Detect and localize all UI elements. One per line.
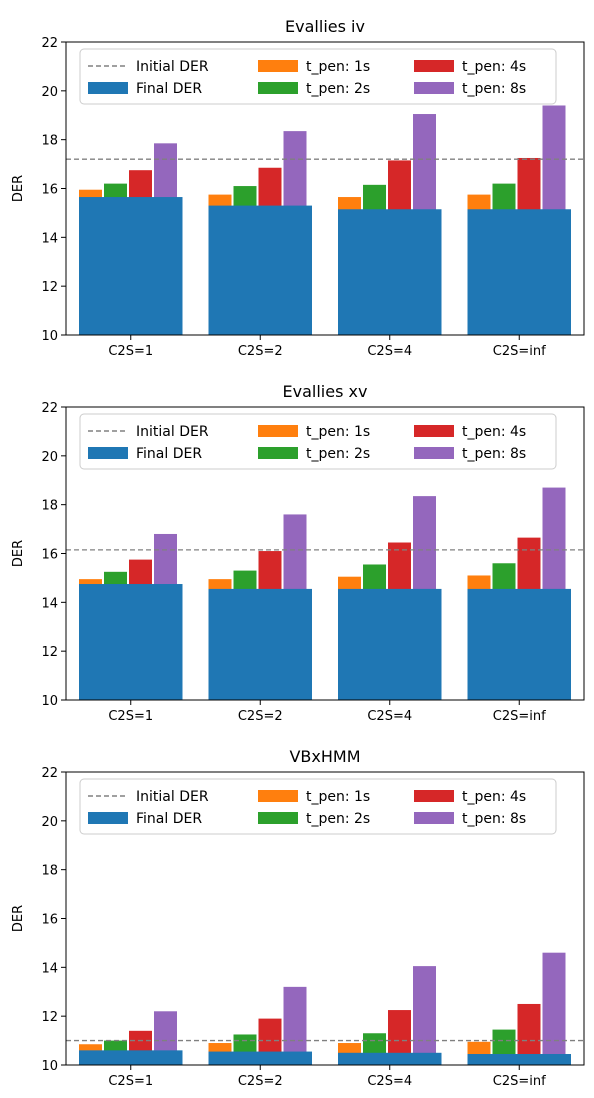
x-tick-label: C2S=2	[238, 344, 283, 359]
bar-t-pen-8s	[542, 952, 566, 1065]
y-tick-label: 12	[41, 280, 58, 295]
y-tick-label: 22	[41, 36, 58, 51]
y-tick-label: 12	[41, 1010, 58, 1025]
legend-label: t_pen: 8s	[462, 81, 526, 97]
legend-swatch	[258, 447, 298, 459]
legend-swatch	[258, 82, 298, 94]
y-axis-label: DER	[11, 905, 26, 932]
legend-swatch	[414, 812, 454, 824]
y-tick-label: 20	[41, 450, 58, 465]
chart-panel-1: Evallies iv DER 10 12 14 16 18 20 22 C2S=1 C2S=2 C2…	[11, 17, 585, 359]
legend-label: Final DER	[136, 811, 202, 827]
legend-label: t_pen: 2s	[306, 81, 370, 97]
x-tick-label: C2S=1	[108, 709, 153, 724]
x-tick-label: C2S=inf	[493, 709, 546, 724]
legend-label: Final DER	[136, 81, 202, 97]
bar-final-der	[467, 1054, 571, 1065]
y-tick-label: 14	[41, 596, 58, 611]
plot-frame	[65, 406, 585, 701]
chart-panel-2: Evallies xv DER 10 12 14 16 18 20 22 C2S=1 C2S=2 C2…	[11, 382, 585, 724]
bar-t-pen-4s	[517, 1003, 541, 1065]
y-tick-label: 14	[41, 961, 58, 976]
legend-label: Initial DER	[136, 789, 209, 805]
y-tick-label: 22	[41, 401, 58, 416]
y-tick-label: 10	[41, 329, 58, 344]
bar-final-der	[338, 1052, 442, 1065]
bar-final-der	[208, 588, 312, 700]
y-tick-label: 20	[41, 815, 58, 830]
y-tick-label: 12	[41, 645, 58, 660]
y-tick-label: 20	[41, 85, 58, 100]
bar-final-der	[338, 588, 442, 700]
chart-title: Evallies xv	[283, 382, 368, 401]
x-tick-label: C2S=2	[238, 1074, 283, 1089]
legend-swatch	[258, 812, 298, 824]
legend-swatch	[88, 82, 128, 94]
y-tick-label: 18	[41, 499, 58, 514]
y-axis-label: DER	[11, 175, 26, 202]
bar-t-pen-8s	[283, 986, 307, 1065]
x-tick-label: C2S=inf	[493, 344, 546, 359]
x-tick-label: C2S=1	[108, 1074, 153, 1089]
bar-final-der	[208, 205, 312, 335]
legend-label: t_pen: 2s	[306, 446, 370, 462]
plot-frame	[65, 771, 585, 1066]
y-tick-label: 10	[41, 1059, 58, 1074]
legend-swatch	[414, 82, 454, 94]
bar-final-der	[79, 584, 183, 700]
legend-swatch	[258, 790, 298, 802]
legend-swatch	[88, 447, 128, 459]
y-tick-label: 18	[41, 134, 58, 149]
legend-label: t_pen: 2s	[306, 811, 370, 827]
y-tick-label: 16	[41, 183, 58, 198]
x-tick-label: C2S=4	[367, 709, 412, 724]
bar-final-der	[467, 209, 571, 335]
x-tick-label: C2S=4	[367, 1074, 412, 1089]
y-tick-label: 22	[41, 766, 58, 781]
bar-final-der	[208, 1051, 312, 1065]
y-tick-label: 14	[41, 231, 58, 246]
chart-panel-3: VBxHMM DER 10 12 14 16 18 20 22 C2S=1 C2S=2 C2S=4 C2…	[11, 747, 585, 1089]
legend-label: t_pen: 1s	[306, 424, 370, 440]
legend-label: t_pen: 4s	[462, 789, 526, 805]
x-tick-label: C2S=2	[238, 709, 283, 724]
bar-t-pen-8s	[413, 966, 436, 1065]
x-tick-label: C2S=inf	[493, 1074, 546, 1089]
y-axis-label: DER	[11, 540, 26, 567]
legend-label: t_pen: 4s	[462, 424, 526, 440]
x-tick-label: C2S=4	[367, 344, 412, 359]
legend-label: Final DER	[136, 446, 202, 462]
y-tick-label: 16	[41, 548, 58, 563]
bar-final-der	[467, 588, 571, 700]
x-tick-label: C2S=1	[108, 344, 153, 359]
y-tick-label: 18	[41, 864, 58, 879]
y-tick-label: 10	[41, 694, 58, 709]
legend-label: t_pen: 4s	[462, 59, 526, 75]
chart-title: Evallies iv	[285, 17, 365, 36]
bar-final-der	[79, 197, 183, 335]
legend-swatch	[258, 425, 298, 437]
bar-final-der	[79, 1050, 183, 1065]
legend-swatch	[88, 812, 128, 824]
legend-swatch	[258, 60, 298, 72]
bar-t-pen-4s	[388, 1010, 411, 1065]
legend-label: Initial DER	[136, 59, 209, 75]
y-tick-label: 16	[41, 913, 58, 928]
legend-label: t_pen: 1s	[306, 789, 370, 805]
legend-swatch	[414, 425, 454, 437]
legend-label: Initial DER	[136, 424, 209, 440]
legend-label: t_pen: 8s	[462, 811, 526, 827]
legend-label: t_pen: 1s	[306, 59, 370, 75]
legend-swatch	[414, 790, 454, 802]
legend-swatch	[414, 447, 454, 459]
legend-swatch	[414, 60, 454, 72]
legend-label: t_pen: 8s	[462, 446, 526, 462]
plot-frame	[65, 41, 585, 336]
chart-title: VBxHMM	[289, 747, 360, 766]
bar-final-der	[338, 209, 442, 335]
